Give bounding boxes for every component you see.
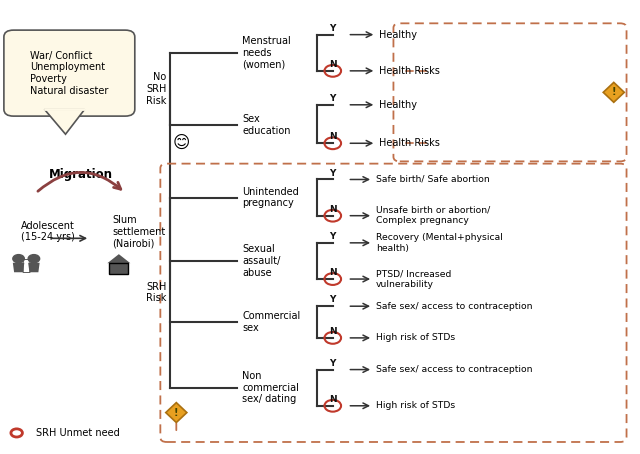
Text: SRH
Risk: SRH Risk — [147, 282, 167, 303]
Polygon shape — [166, 403, 187, 423]
Text: Commercial
sex: Commercial sex — [242, 311, 300, 333]
Text: Health Risks: Health Risks — [380, 138, 440, 148]
Text: Unsafe birth or abortion/
Complex pregnancy: Unsafe birth or abortion/ Complex pregna… — [376, 206, 490, 225]
FancyArrowPatch shape — [38, 173, 121, 191]
Circle shape — [13, 255, 24, 263]
Text: High risk of STDs: High risk of STDs — [376, 401, 456, 410]
Polygon shape — [604, 82, 624, 102]
Text: N: N — [329, 395, 337, 404]
Text: Y: Y — [330, 296, 336, 304]
Text: War/ Conflict
Unemployment
Poverty
Natural disaster: War/ Conflict Unemployment Poverty Natur… — [30, 51, 109, 95]
Text: Recovery (Mental+physical
health): Recovery (Mental+physical health) — [376, 233, 503, 252]
Circle shape — [28, 255, 40, 263]
Text: No
SRH
Risk: No SRH Risk — [147, 72, 167, 105]
Text: N: N — [329, 327, 337, 336]
Text: Y: Y — [330, 24, 336, 33]
Text: Migration: Migration — [49, 168, 113, 182]
Text: Safe birth/ Safe abortion: Safe birth/ Safe abortion — [376, 175, 490, 184]
Text: SRH Unmet need: SRH Unmet need — [36, 428, 120, 438]
Text: Health Risks: Health Risks — [380, 66, 440, 76]
Text: Menstrual
needs
(women): Menstrual needs (women) — [242, 36, 291, 69]
Text: PTSD/ Increased
vulnerability: PTSD/ Increased vulnerability — [376, 269, 452, 289]
FancyBboxPatch shape — [4, 30, 135, 116]
Text: !: ! — [174, 408, 179, 418]
Text: Healthy: Healthy — [380, 30, 417, 39]
Text: Non
commercial
sex/ dating: Non commercial sex/ dating — [242, 371, 299, 404]
Text: !: ! — [611, 87, 616, 97]
Text: Y: Y — [330, 232, 336, 241]
Text: Y: Y — [330, 359, 336, 368]
Polygon shape — [28, 263, 40, 272]
Text: Slum
settlement
(Nairobi): Slum settlement (Nairobi) — [113, 215, 166, 248]
Text: N: N — [329, 205, 337, 214]
Text: ⬛: ⬛ — [22, 258, 31, 273]
Text: Y: Y — [330, 94, 336, 103]
Text: Safe sex/ access to contraception: Safe sex/ access to contraception — [376, 365, 532, 374]
Polygon shape — [13, 263, 24, 272]
Text: Y: Y — [330, 169, 336, 178]
Text: Healthy: Healthy — [380, 100, 417, 110]
Text: N: N — [329, 133, 337, 142]
FancyBboxPatch shape — [109, 263, 129, 274]
Text: N: N — [329, 268, 337, 277]
Text: Sexual
assault/
abuse: Sexual assault/ abuse — [242, 244, 280, 277]
Polygon shape — [44, 109, 84, 134]
Polygon shape — [108, 254, 131, 263]
Text: Sex
education: Sex education — [242, 114, 291, 136]
Text: N: N — [329, 60, 337, 69]
Text: High risk of STDs: High risk of STDs — [376, 333, 456, 342]
Text: Unintended
pregnancy: Unintended pregnancy — [242, 187, 299, 208]
Text: Adolescent
(15-24 yrs): Adolescent (15-24 yrs) — [21, 221, 75, 242]
Text: 😊: 😊 — [173, 134, 191, 152]
Text: Safe sex/ access to contraception: Safe sex/ access to contraception — [376, 302, 532, 311]
